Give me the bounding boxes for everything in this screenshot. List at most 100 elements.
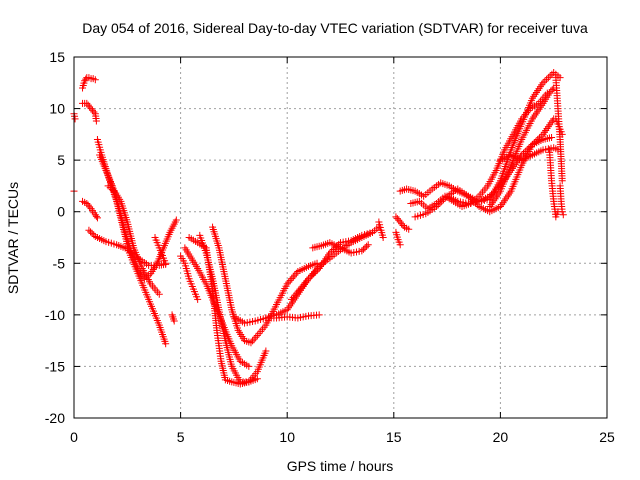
- data-point: [312, 268, 320, 276]
- data-point: [545, 89, 553, 97]
- data-point: [396, 241, 404, 249]
- x-tick-label: 20: [493, 429, 509, 445]
- data-point: [399, 221, 407, 229]
- data-point: [558, 177, 566, 185]
- data-point: [521, 148, 529, 156]
- data-point: [310, 270, 318, 278]
- data-point: [93, 214, 101, 222]
- series-arc-29: [496, 144, 562, 164]
- data-point: [86, 203, 94, 211]
- data-point: [83, 99, 91, 107]
- x-tick-label: 15: [386, 429, 402, 445]
- data-point: [87, 105, 95, 113]
- x-tick-label: 10: [279, 429, 295, 445]
- y-tick-label: 0: [57, 204, 65, 220]
- data-point: [283, 280, 291, 288]
- data-point: [361, 244, 369, 252]
- data-point: [364, 241, 372, 249]
- data-point: [247, 339, 255, 347]
- data-point: [363, 242, 371, 250]
- y-tick-label: 5: [57, 152, 65, 168]
- series-arc-27: [443, 133, 556, 207]
- series-arc-28: [486, 84, 558, 211]
- data-point: [162, 340, 170, 348]
- x-axis-label: GPS time / hours: [287, 458, 394, 474]
- x-tick-label: 5: [177, 429, 185, 445]
- series-arc-26: [411, 115, 558, 221]
- data-point: [85, 226, 93, 234]
- data-point: [558, 130, 566, 138]
- data-point: [464, 192, 472, 200]
- data-point: [329, 246, 337, 254]
- data-point: [92, 212, 100, 220]
- data-point: [306, 273, 314, 281]
- series-arc-33: [552, 115, 566, 138]
- data-point: [315, 311, 323, 319]
- series-arc-24: [396, 68, 564, 205]
- data-point: [358, 247, 366, 255]
- x-tick-label: 0: [70, 429, 78, 445]
- series-arc-11: [168, 311, 178, 325]
- data-point: [398, 220, 406, 228]
- data-point: [88, 229, 96, 237]
- data-point: [493, 185, 501, 193]
- data-point: [86, 103, 94, 111]
- data-point: [262, 347, 270, 355]
- data-point: [525, 144, 533, 152]
- data-point: [172, 216, 180, 224]
- data-point: [547, 87, 555, 95]
- series-arc-21: [375, 218, 387, 241]
- data-point: [548, 133, 556, 141]
- data-point: [548, 86, 556, 94]
- data-point: [368, 228, 376, 236]
- data-point: [559, 211, 567, 219]
- data-point: [313, 266, 321, 274]
- series-arc-5: [79, 197, 101, 222]
- data-point: [393, 215, 401, 223]
- data-point: [288, 275, 296, 283]
- data-point: [289, 273, 297, 281]
- data-point: [379, 234, 387, 241]
- data-point: [359, 245, 367, 253]
- data-point: [523, 146, 531, 154]
- plot-frame: [73, 56, 608, 419]
- y-tick-label: -5: [53, 255, 66, 271]
- y-tick-label: -20: [45, 410, 65, 426]
- series-arc-13: [181, 244, 253, 370]
- data-point: [486, 192, 494, 200]
- data-point: [308, 271, 316, 279]
- data-point: [326, 249, 334, 257]
- data-point: [436, 199, 444, 207]
- series-arc-3: [79, 74, 99, 92]
- grid: [74, 57, 607, 418]
- data-point: [91, 76, 99, 84]
- data-point: [92, 117, 100, 125]
- data-point: [84, 101, 92, 109]
- series-arc-20: [309, 239, 372, 257]
- series-arc-1: [70, 110, 79, 123]
- data-point: [432, 203, 440, 211]
- data-point: [395, 216, 403, 224]
- data-point: [291, 271, 299, 279]
- data-point: [396, 218, 404, 226]
- data-point: [194, 295, 202, 303]
- series-arc-19: [287, 228, 376, 303]
- data-point: [83, 199, 91, 207]
- data-point: [82, 75, 90, 83]
- y-tick-label: 10: [49, 101, 65, 117]
- data-point: [328, 247, 336, 255]
- series-arc-4: [79, 99, 100, 125]
- data-point: [541, 77, 549, 85]
- data-point: [285, 278, 293, 286]
- data-point: [392, 213, 400, 221]
- data-point: [558, 208, 566, 216]
- data-point: [519, 149, 527, 157]
- data-point: [440, 196, 448, 204]
- data-point: [90, 231, 98, 239]
- data-point: [71, 115, 79, 123]
- data-point: [286, 276, 294, 284]
- data-point: [441, 194, 449, 202]
- series-arc-15: [196, 231, 270, 386]
- data-point: [466, 194, 474, 202]
